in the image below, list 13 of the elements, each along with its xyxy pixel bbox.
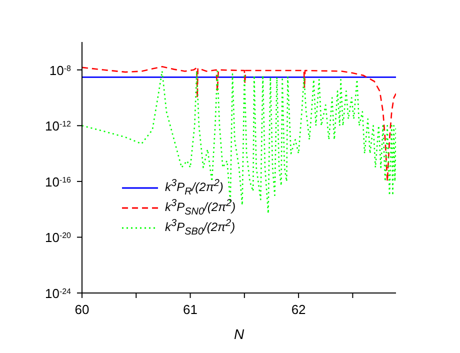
y-tick-label: 10$^{-24}$ — [44, 286, 72, 301]
x-tick-label: 62 — [291, 302, 306, 317]
y-tick-label: 10$^{-16}$ — [44, 174, 72, 190]
y-tick-label: 10$^{-12}$ — [44, 118, 72, 134]
line-series — [82, 70, 396, 214]
x-axis-title: N — [234, 326, 245, 342]
y-tick-label: 10$^{-8}$ — [49, 62, 72, 78]
x-tick-label: 60 — [74, 302, 90, 317]
x-tick-label: 61 — [183, 302, 198, 317]
legend-label: k$^{3}$P$_{SN0}$/(2π$^{2}$) — [165, 198, 236, 218]
legend-label: k$^{3}$P$_{SB0}$/(2π$^{2}$) — [165, 218, 236, 238]
y-tick-label: 10$^{-20}$ — [44, 230, 72, 246]
legend-label: k$^{3}$P$_{R}$/(2π$^{2}$) — [165, 178, 224, 198]
